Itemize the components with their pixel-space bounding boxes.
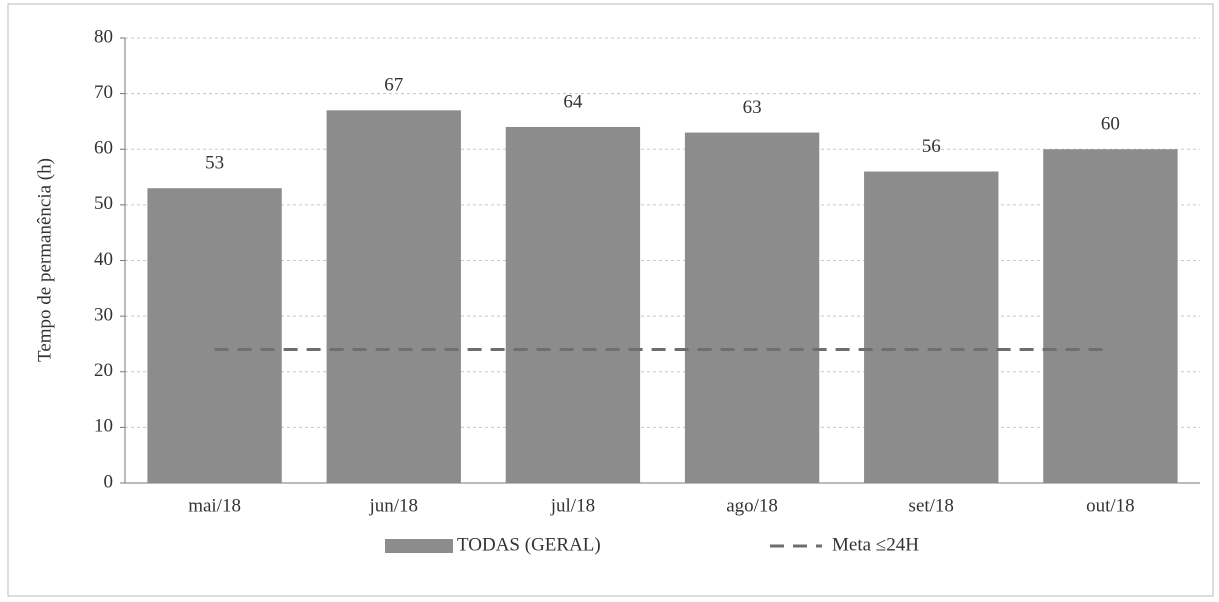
y-tick-label: 30 bbox=[94, 304, 113, 325]
bar bbox=[864, 171, 999, 483]
legend-label: Meta ≤24H bbox=[832, 534, 919, 555]
y-tick-label: 10 bbox=[94, 416, 113, 437]
y-tick-label: 40 bbox=[94, 249, 113, 270]
legend-swatch bbox=[385, 539, 453, 553]
y-axis-label: Tempo de permanência (h) bbox=[34, 158, 55, 362]
legend-label: TODAS (GERAL) bbox=[457, 534, 601, 555]
bar bbox=[326, 110, 461, 483]
bar bbox=[505, 127, 641, 483]
y-tick-label: 70 bbox=[94, 82, 113, 103]
data-label: 67 bbox=[384, 75, 403, 96]
y-tick-label: 60 bbox=[94, 138, 113, 159]
data-label: 63 bbox=[743, 97, 762, 118]
y-tick-label: 20 bbox=[94, 360, 113, 381]
data-label: 53 bbox=[205, 153, 224, 174]
x-tick-label: ago/18 bbox=[726, 495, 778, 516]
y-tick-label: 50 bbox=[94, 193, 113, 214]
data-label: 64 bbox=[563, 91, 583, 112]
bar bbox=[147, 188, 282, 483]
bar bbox=[1043, 149, 1178, 483]
x-tick-label: mai/18 bbox=[188, 495, 241, 516]
x-tick-label: out/18 bbox=[1086, 495, 1135, 516]
x-tick-label: jul/18 bbox=[550, 495, 595, 516]
bar bbox=[684, 132, 820, 483]
chart-frame bbox=[7, 3, 1214, 597]
x-tick-label: set/18 bbox=[909, 495, 954, 516]
x-tick-label: jun/18 bbox=[368, 495, 418, 516]
data-label: 60 bbox=[1101, 114, 1120, 135]
data-label: 56 bbox=[922, 136, 941, 157]
y-tick-label: 80 bbox=[94, 26, 113, 47]
y-tick-label: 0 bbox=[104, 471, 114, 492]
